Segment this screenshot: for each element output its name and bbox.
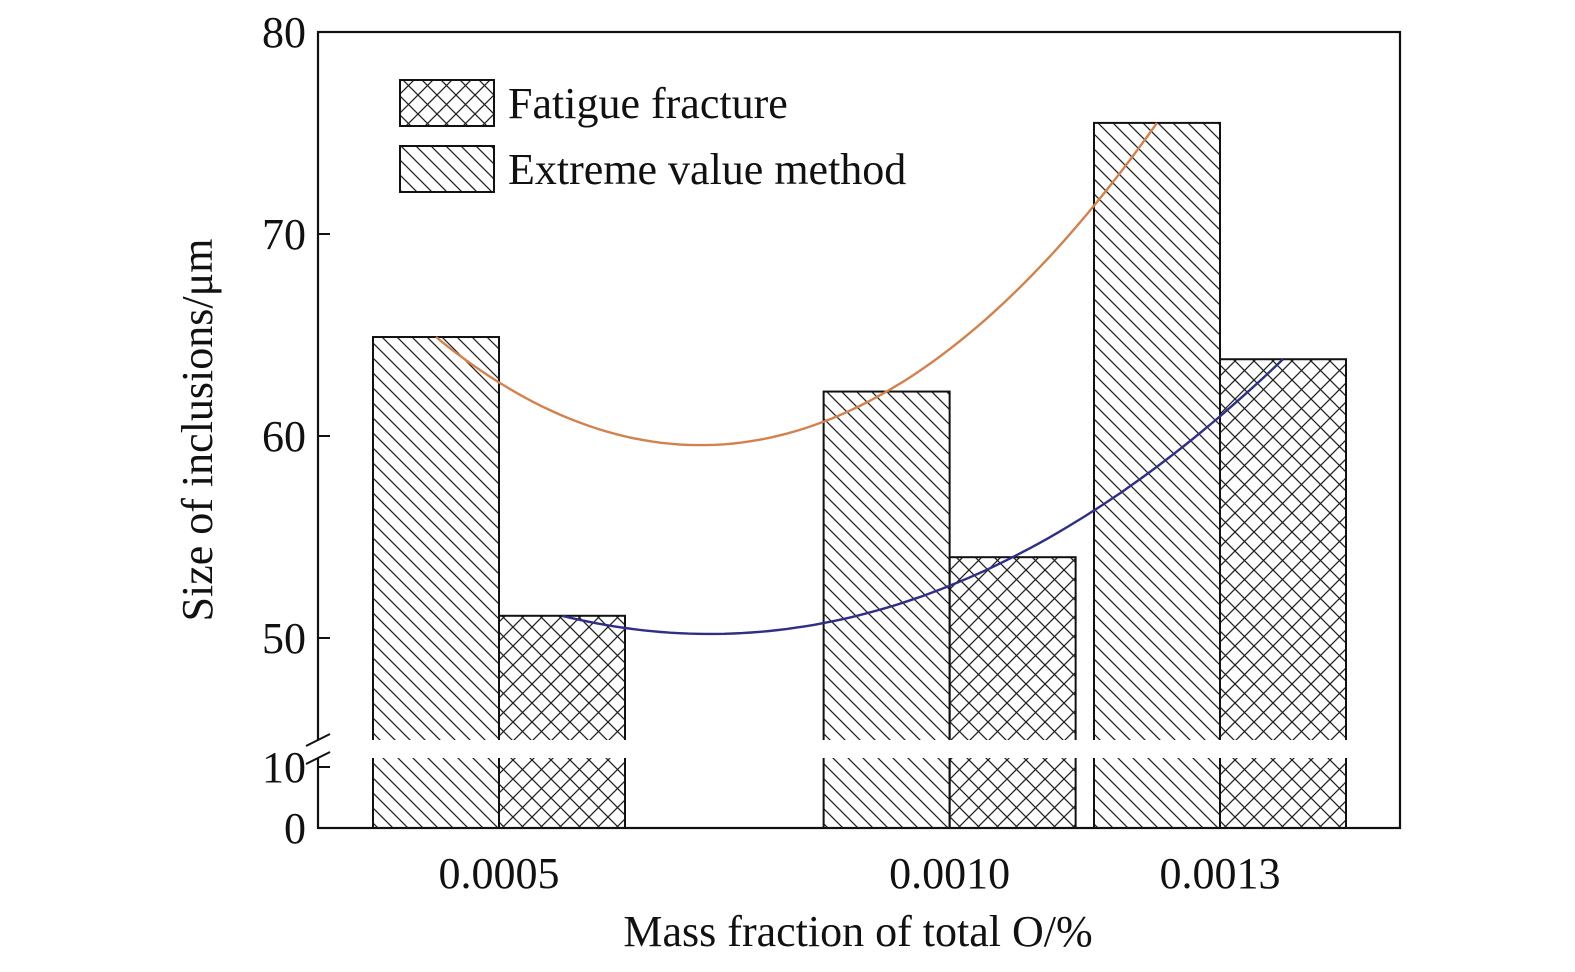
x-axis-title: Mass fraction of total O/%: [623, 907, 1092, 956]
y-ticks: 0 10 50 60 70 80: [262, 8, 330, 853]
y-axis-title: Size of inclusions/μm: [173, 239, 222, 622]
trend-curves: [435, 122, 1284, 636]
break-band: [320, 740, 1398, 758]
y-tick-label: 50: [262, 614, 306, 663]
legend-swatch-extreme-value-method: [399, 145, 495, 193]
legend-label-fatigue-fracture: Fatigue fracture: [508, 79, 788, 128]
bar-fatigue-fracture-0.0005: [498, 614, 626, 830]
bar-extreme-value-method-0.0010: [822, 390, 951, 829]
axis-break-gap: [320, 740, 1398, 758]
y-tick-label: 70: [262, 210, 306, 259]
legend-label-extreme-value-method: Extreme value method: [508, 145, 906, 194]
x-tick-label: 0.0010: [889, 849, 1010, 898]
y-tick-label: 10: [262, 743, 306, 792]
axis-break-marker: [305, 733, 331, 765]
fit-curve-extreme-value-method: [435, 122, 1158, 447]
x-tick-labels: 0.0005 0.0010 0.0013: [439, 849, 1281, 898]
break-axis-gap: [315, 740, 321, 758]
plot-frame: [316, 30, 1402, 830]
legend: Fatigue fracture Extreme value method: [399, 79, 906, 194]
y-tick-label: 60: [262, 412, 306, 461]
legend-swatch-fatigue-fracture: [399, 79, 495, 127]
fit-curve-fatigue-fracture: [561, 358, 1284, 636]
bar-fatigue-fracture-0.0010: [948, 556, 1077, 829]
x-tick-label: 0.0013: [1160, 849, 1281, 898]
y-tick-label: 80: [262, 8, 306, 57]
x-tick-label: 0.0005: [439, 849, 560, 898]
bar-group: [372, 121, 1347, 830]
y-tick-label: 0: [284, 804, 306, 853]
break-slash-top: [305, 733, 331, 747]
break-slash-bottom: [305, 751, 331, 765]
bar-extreme-value-method-0.0013: [1093, 121, 1221, 829]
